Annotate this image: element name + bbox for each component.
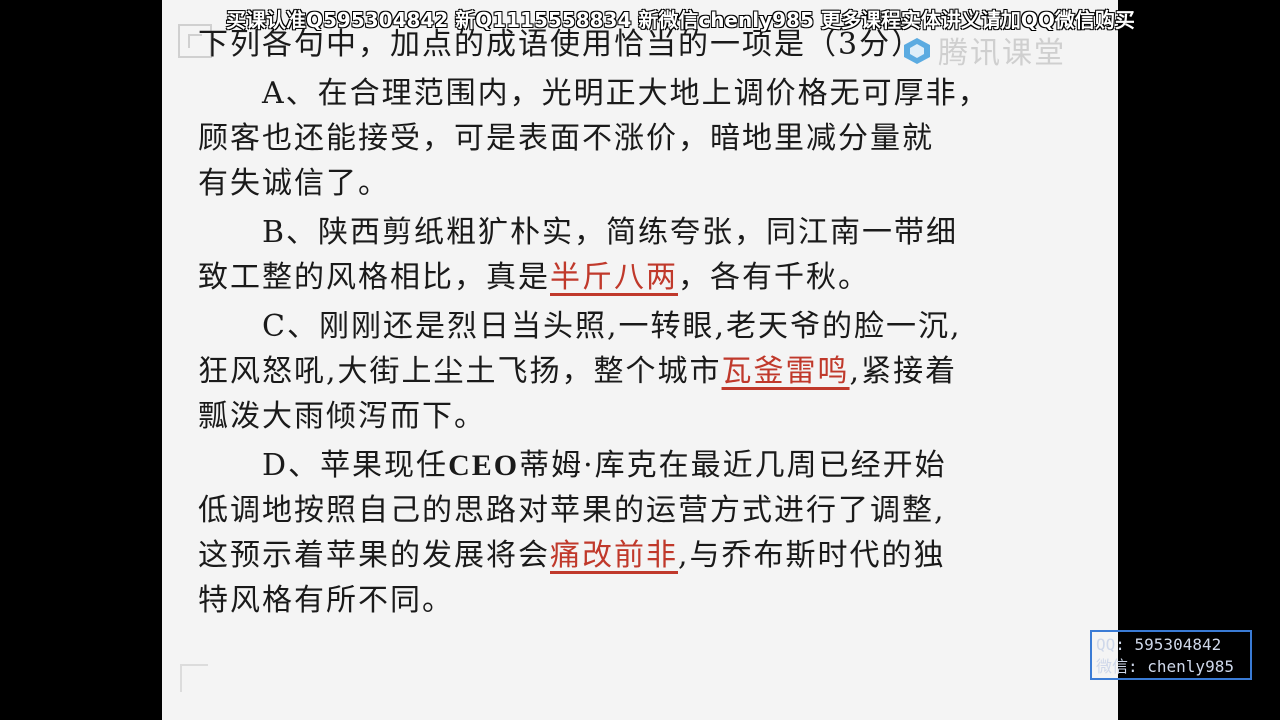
- option-d-label: D、: [262, 448, 321, 483]
- option-d-text-after-idiom: ,与乔布斯时代的独: [678, 538, 946, 573]
- option-d-text-after-ceo: 蒂姆·库克在最近几周已经开始: [519, 448, 947, 483]
- option-a: A、在合理范围内，光明正大地上调价格无可厚非， 顾客也还能接受，可是表面不涨价，…: [198, 71, 1098, 206]
- option-d-line-2: 低调地按照自己的思路对苹果的运营方式进行了调整,: [198, 493, 946, 528]
- watermark-text: 腾讯课堂: [938, 36, 1066, 71]
- option-c-line-3: 瓢泼大雨倾泻而下。: [198, 399, 486, 434]
- question-title: 下列各句中，加点的成语使用恰当的一项是（3分）: [198, 27, 924, 62]
- option-b: B、陕西剪纸粗犷朴实，简练夸张，同江南一带细 致工整的风格相比，真是半斤八两，各…: [198, 210, 1098, 300]
- option-b-idiom: 半斤八两: [550, 260, 678, 295]
- option-b-line-1: 陕西剪纸粗犷朴实，简练夸张，同江南一带细: [318, 215, 959, 250]
- cloud-classroom-logo-icon: [904, 38, 930, 64]
- option-d-text-before-idiom: 这预示着苹果的发展将会: [198, 538, 550, 573]
- corner-logo-icon: [178, 24, 212, 58]
- option-c: C、刚刚还是烈日当头照,一转眼,老天爷的脸一沉, 狂风怒吼,大街上尘土飞扬，整个…: [198, 304, 1098, 439]
- option-a-line-1: 在合理范围内，光明正大地上调价格无可厚非，: [317, 76, 990, 111]
- top-banner: 买课认准Q595304842 新Q1115558834 新微信chenly985…: [226, 8, 1135, 32]
- contact-box: QQ: 595304842 微信: chenly985: [1090, 630, 1252, 680]
- question-block: 下列各句中，加点的成语使用恰当的一项是（3分） A、在合理范围内，光明正大地上调…: [198, 22, 1098, 623]
- option-d: D、苹果现任CEO蒂姆·库克在最近几周已经开始 低调地按照自己的思路对苹果的运营…: [198, 443, 1098, 623]
- option-a-label: A、: [262, 76, 318, 111]
- option-c-label: C、: [262, 309, 319, 344]
- option-b-text-before: 致工整的风格相比，真是: [198, 260, 550, 295]
- corner-bracket-icon: [180, 664, 208, 692]
- option-c-line-1: 刚刚还是烈日当头照,一转眼,老天爷的脸一沉,: [318, 309, 962, 344]
- contact-wechat: 微信: chenly985: [1096, 657, 1234, 676]
- option-a-line-3: 有失诚信了。: [198, 166, 390, 201]
- option-c-text-before: 狂风怒吼,大街上尘土飞扬，整个城市: [198, 354, 722, 389]
- option-b-label: B、: [262, 215, 319, 250]
- slide: 腾讯课堂 下列各句中，加点的成语使用恰当的一项是（3分） A、在合理范围内，光明…: [162, 0, 1118, 720]
- option-d-line-4: 特风格有所不同。: [198, 583, 454, 618]
- option-b-text-after: ，各有千秋。: [678, 260, 870, 295]
- option-d-text-before: 苹果现任: [320, 448, 449, 483]
- option-d-idiom: 痛改前非: [550, 538, 678, 573]
- option-a-line-2: 顾客也还能接受，可是表面不涨价，暗地里减分量就: [198, 121, 934, 156]
- option-c-idiom: 瓦釜雷鸣: [721, 354, 850, 389]
- option-c-text-after: ,紧接着: [849, 354, 958, 389]
- contact-qq: QQ: 595304842: [1096, 635, 1222, 654]
- option-d-ceo: CEO: [448, 449, 520, 482]
